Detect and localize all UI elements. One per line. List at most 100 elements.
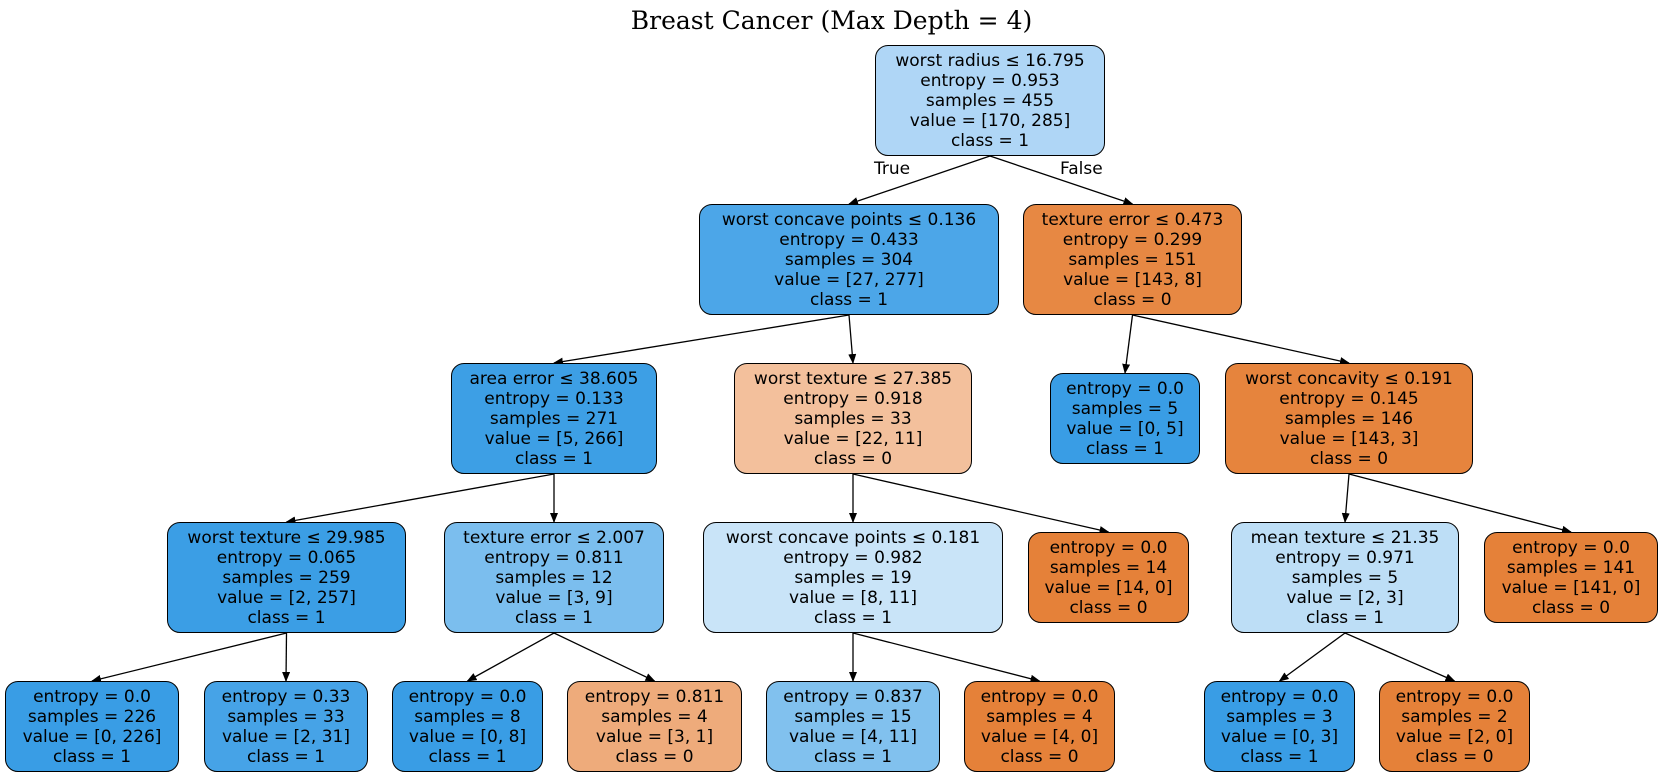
node-line: value = [143, 8] bbox=[1063, 269, 1202, 290]
tree-node-n11: mean texture ≤ 21.35 entropy = 0.971 sampl… bbox=[1231, 522, 1459, 633]
tree-node-n15: entropy = 0.0 samples = 8 value = [0, 8] cl… bbox=[392, 681, 543, 772]
node-line: value = [2, 31] bbox=[221, 726, 350, 747]
node-line: samples = 19 bbox=[794, 567, 912, 588]
edge-n3-n7 bbox=[285, 473, 555, 525]
node-line: value = [3, 9] bbox=[495, 587, 613, 608]
tree-node-n19: entropy = 0.0 samples = 3 value = [0, 3] cl… bbox=[1204, 681, 1355, 772]
node-line: value = [0, 226] bbox=[22, 726, 162, 747]
node-line: entropy = 0.837 bbox=[783, 686, 923, 707]
edge-n4-n10 bbox=[852, 473, 1110, 534]
node-line: class = 1 bbox=[813, 746, 893, 767]
edge-n0-n2 bbox=[989, 155, 1134, 205]
edge-n1-n4 bbox=[848, 314, 857, 364]
edge-n2-n5 bbox=[1122, 314, 1134, 374]
diagram-title: Breast Cancer (Max Depth = 4) bbox=[630, 6, 1033, 35]
tree-node-n3: area error ≤ 38.605 entropy = 0.133 sample… bbox=[451, 363, 657, 474]
tree-node-n2: texture error ≤ 0.473 entropy = 0.299 samp… bbox=[1023, 204, 1242, 315]
node-line: entropy = 0.145 bbox=[1279, 388, 1419, 409]
tree-node-n7: worst texture ≤ 29.985 entropy = 0.065 sam… bbox=[167, 522, 406, 633]
node-line: entropy = 0.982 bbox=[783, 547, 923, 568]
node-line: samples = 4 bbox=[601, 706, 708, 727]
node-line: class = 1 bbox=[428, 746, 507, 767]
true-edge-label: True bbox=[874, 159, 911, 179]
node-line: class = 0 bbox=[1415, 746, 1494, 767]
node-line: samples = 455 bbox=[925, 90, 1055, 111]
node-line: value = [3, 1] bbox=[595, 726, 714, 747]
node-line: class = 0 bbox=[1069, 597, 1148, 618]
edge-n6-n11 bbox=[1341, 473, 1350, 523]
tree-node-n18: entropy = 0.0 samples = 4 value = [4, 0] cl… bbox=[964, 681, 1115, 772]
node-line: samples = 12 bbox=[495, 567, 613, 588]
node-line: samples = 4 bbox=[986, 706, 1093, 727]
tree-node-n17: entropy = 0.837 samples = 15 value = [4, 1… bbox=[766, 681, 940, 772]
tree-node-n13: entropy = 0.0 samples = 226 value = [0, 22… bbox=[5, 681, 179, 772]
node-line: entropy = 0.299 bbox=[1062, 229, 1203, 250]
node-line: entropy = 0.953 bbox=[920, 70, 1060, 91]
node-line: samples = 226 bbox=[27, 706, 157, 727]
node-line: value = [141, 0] bbox=[1501, 577, 1641, 598]
node-line: entropy = 0.0 bbox=[1512, 537, 1630, 558]
node-line: entropy = 0.33 bbox=[221, 686, 351, 707]
node-line: value = [0, 8] bbox=[408, 726, 527, 747]
node-line: entropy = 0.0 bbox=[1049, 537, 1168, 558]
edge-n6-n12 bbox=[1348, 473, 1572, 534]
node-line: entropy = 0.811 bbox=[484, 547, 624, 568]
node-line: samples = 304 bbox=[784, 249, 914, 270]
node-line: samples = 271 bbox=[489, 408, 619, 429]
edge-n11-n19 bbox=[1278, 632, 1346, 682]
node-line: class = 0 bbox=[615, 746, 694, 767]
node-line: entropy = 0.0 bbox=[1395, 686, 1514, 707]
node-line: samples = 141 bbox=[1506, 557, 1636, 578]
node-line: samples = 8 bbox=[414, 706, 521, 727]
tree-node-n0: worst radius ≤ 16.795 entropy = 0.953 samp… bbox=[875, 45, 1105, 156]
node-line: value = [0, 3] bbox=[1220, 726, 1339, 747]
node-line: class = 0 bbox=[1000, 746, 1079, 767]
tree-node-n20: entropy = 0.0 samples = 2 value = [2, 0] cl… bbox=[1379, 681, 1530, 772]
node-line: worst texture ≤ 29.985 bbox=[187, 527, 386, 548]
node-line: class = 1 bbox=[246, 746, 326, 767]
node-line: worst radius ≤ 16.795 bbox=[895, 50, 1085, 71]
node-line: class = 0 bbox=[813, 448, 893, 469]
node-line: class = 1 bbox=[514, 607, 594, 628]
node-line: class = 1 bbox=[52, 746, 132, 767]
tree-node-n4: worst texture ≤ 27.385 entropy = 0.918 sam… bbox=[734, 363, 972, 474]
node-line: worst concave points ≤ 0.181 bbox=[725, 527, 981, 548]
node-line: worst texture ≤ 27.385 bbox=[753, 368, 953, 389]
tree-node-n14: entropy = 0.33 samples = 33 value = [2, 31… bbox=[204, 681, 368, 772]
node-line: entropy = 0.918 bbox=[783, 388, 923, 409]
node-line: value = [22, 11] bbox=[783, 428, 923, 449]
node-line: samples = 151 bbox=[1068, 249, 1197, 270]
tree-node-n10: entropy = 0.0 samples = 14 value = [14, 0]… bbox=[1028, 532, 1189, 623]
node-line: value = [14, 0] bbox=[1044, 577, 1173, 598]
node-line: samples = 146 bbox=[1284, 408, 1414, 429]
edge-n11-n20 bbox=[1344, 632, 1456, 682]
node-line: value = [2, 257] bbox=[217, 587, 356, 608]
node-line: samples = 5 bbox=[1071, 398, 1179, 419]
node-line: entropy = 0.0 bbox=[1220, 686, 1339, 707]
edge-n8-n16 bbox=[553, 632, 656, 682]
node-line: samples = 5 bbox=[1291, 567, 1399, 588]
node-line: value = [4, 0] bbox=[980, 726, 1099, 747]
tree-node-n5: entropy = 0.0 samples = 5 value = [0, 5] cl… bbox=[1050, 373, 1200, 464]
node-line: class = 1 bbox=[1240, 746, 1319, 767]
node-line: class = 1 bbox=[809, 289, 889, 310]
node-line: entropy = 0.133 bbox=[484, 388, 624, 409]
node-line: samples = 33 bbox=[227, 706, 345, 727]
tree-node-n1: worst concave points ≤ 0.136 entropy = 0.… bbox=[699, 204, 999, 315]
edge-n9-n18 bbox=[852, 632, 1041, 683]
node-line: class = 1 bbox=[813, 607, 893, 628]
tree-node-n12: entropy = 0.0 samples = 141 value = [141, … bbox=[1484, 532, 1658, 623]
node-line: samples = 15 bbox=[794, 706, 912, 727]
node-line: samples = 259 bbox=[222, 567, 351, 588]
edge-n7-n13 bbox=[91, 632, 287, 683]
node-line: class = 1 bbox=[1085, 438, 1165, 459]
node-line: entropy = 0.811 bbox=[584, 686, 725, 707]
node-line: value = [8, 11] bbox=[788, 587, 917, 608]
tree-node-n16: entropy = 0.811 samples = 4 value = [3, 1]… bbox=[567, 681, 742, 772]
edge-n7-n14 bbox=[282, 632, 291, 682]
node-line: class = 0 bbox=[1531, 597, 1611, 618]
node-line: samples = 2 bbox=[1401, 706, 1508, 727]
node-line: class = 1 bbox=[950, 130, 1030, 151]
